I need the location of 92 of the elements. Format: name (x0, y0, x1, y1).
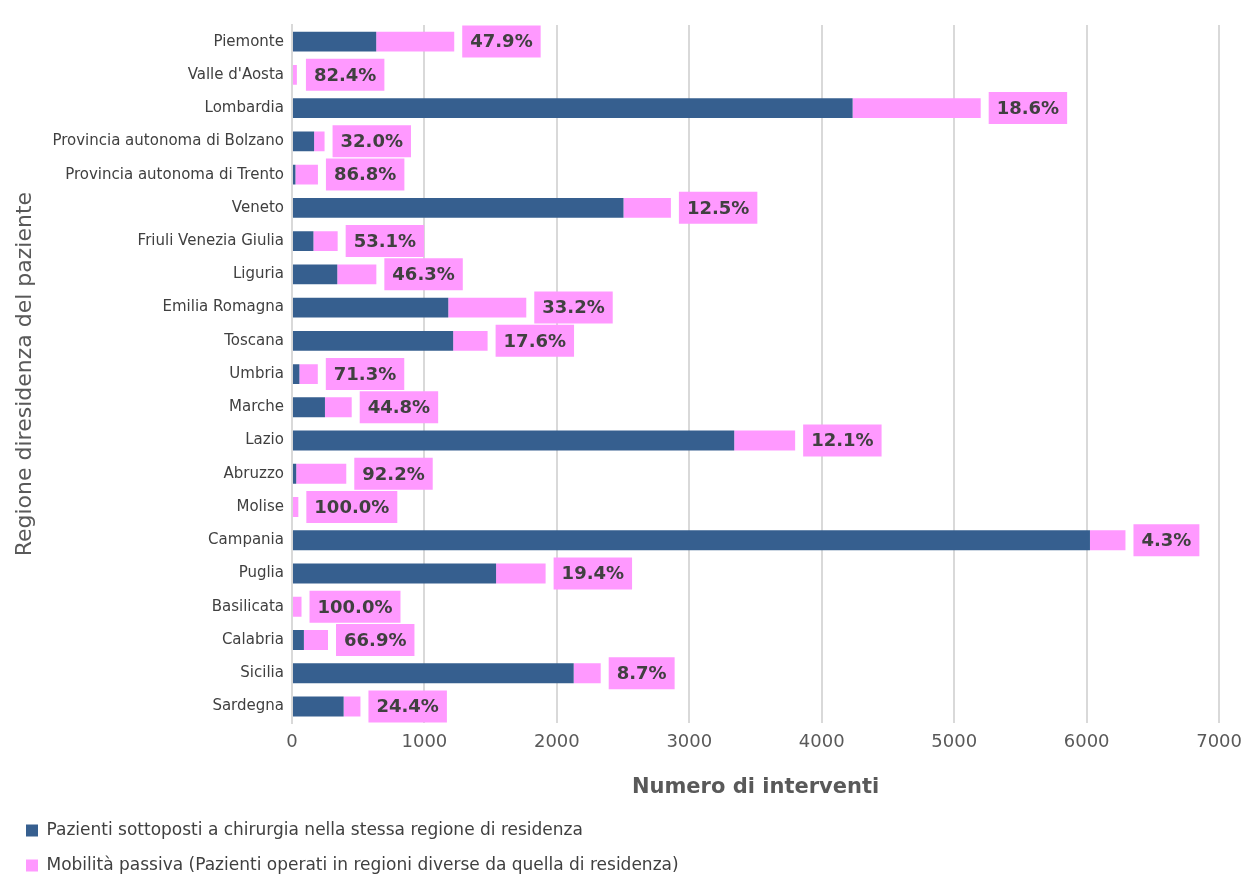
x-tick-label: 2000 (533, 729, 580, 751)
y-tick-label: Umbria (229, 363, 284, 382)
bar (292, 31, 377, 52)
annotation: 53.1% (353, 229, 417, 251)
bar (292, 98, 853, 119)
x-tick-label: 7000 (1196, 729, 1242, 751)
annotation: 24.4% (376, 695, 439, 717)
bar (496, 563, 546, 584)
y-axis-title: Regione diresidenza del paziente (10, 191, 36, 557)
annotation: 19.4% (561, 562, 625, 584)
bar (292, 64, 297, 85)
annotation: 4.3% (1141, 529, 1192, 551)
annotation: 12.5% (686, 196, 750, 218)
annotation: 47.9% (470, 30, 533, 52)
annotation: 17.6% (503, 329, 567, 351)
y-tick-label: Sardegna (212, 696, 284, 715)
bar (292, 197, 624, 218)
bar (734, 430, 796, 451)
bar (453, 330, 488, 351)
bar (292, 131, 315, 152)
bar (292, 397, 325, 418)
y-tick-label: Puglia (238, 563, 284, 582)
bar (292, 231, 314, 252)
bar (343, 696, 361, 717)
y-tick-label: Lombardia (204, 98, 284, 117)
y-tick-label: Abruzzo (223, 463, 284, 482)
y-tick-label: Provincia autonoma di Trento (65, 164, 284, 183)
bar (292, 563, 497, 584)
x-tick-label: 4000 (798, 729, 845, 751)
bar (623, 197, 671, 218)
bar (448, 297, 527, 318)
bar (292, 596, 302, 617)
y-tick-label: Marche (229, 397, 284, 416)
bar (337, 264, 377, 285)
legend-label: Mobilità passiva (Pazienti operati in regioni diverse da quella di residenza) (46, 853, 679, 874)
y-tick-label: Calabria (221, 629, 284, 648)
y-tick-label: Veneto (231, 197, 284, 216)
x-tick-label: 6000 (1063, 729, 1110, 751)
annotation: 8.7% (616, 662, 667, 683)
x-tick-label: 3000 (666, 729, 713, 751)
bar (324, 397, 352, 418)
bar (292, 630, 304, 651)
annotation: 32.0% (340, 130, 404, 152)
annotation: 66.9% (344, 628, 407, 650)
annotation: 92.2% (362, 462, 425, 484)
bar (1089, 530, 1126, 551)
annotation: 12.1% (811, 429, 874, 451)
legend-label: Pazienti sottoposti a chirurgia nella stessa regione di residenza (46, 818, 583, 839)
bar (292, 330, 454, 351)
annotation: 86.8% (333, 163, 397, 185)
bar (292, 297, 449, 318)
x-tick-label: 0 (286, 729, 298, 751)
bar (292, 364, 300, 385)
bar (292, 264, 338, 285)
bar (292, 463, 297, 484)
bar (292, 430, 735, 451)
y-tick-label: Sicilia (240, 663, 284, 682)
y-tick-label: Lazio (245, 430, 284, 449)
y-tick-label: Liguria (232, 264, 284, 283)
annotation: 44.8% (367, 396, 431, 418)
x-tick-label: 1000 (401, 729, 448, 751)
y-tick-label: Provincia autonoma di Bolzano (52, 131, 284, 150)
y-tick-label: Toscana (223, 330, 284, 349)
bar (292, 663, 574, 684)
y-tick-label: Piemonte (213, 31, 284, 50)
x-axis-title: Numero di interventi (631, 773, 880, 798)
bar (303, 630, 328, 651)
y-tick-label: Emilia Romagna (162, 297, 284, 316)
bar (299, 364, 318, 385)
bar (376, 31, 455, 52)
y-tick-label: Molise (236, 496, 284, 515)
annotation: 82.4% (313, 63, 377, 85)
annotation: 18.6% (996, 96, 1060, 118)
annotation: 100.0% (314, 495, 390, 517)
bar (573, 663, 601, 684)
bar (852, 98, 981, 119)
bar (295, 164, 318, 185)
bar (313, 231, 338, 252)
bar (292, 497, 299, 518)
y-tick-label: Friuli Venezia Giulia (137, 231, 284, 249)
annotation: 33.2% (542, 296, 605, 318)
annotation: 100.0% (317, 595, 393, 617)
x-tick-label: 5000 (931, 729, 978, 751)
annotation: 71.3% (333, 362, 397, 384)
annotation: 46.3% (392, 263, 455, 285)
bar (296, 463, 347, 484)
y-tick-label: Valle d'Aosta (187, 64, 284, 83)
bar (292, 530, 1090, 551)
bar (314, 131, 325, 152)
bar (292, 696, 344, 717)
y-tick-label: Basilicata (211, 596, 284, 615)
y-tick-label: Campania (208, 530, 284, 549)
